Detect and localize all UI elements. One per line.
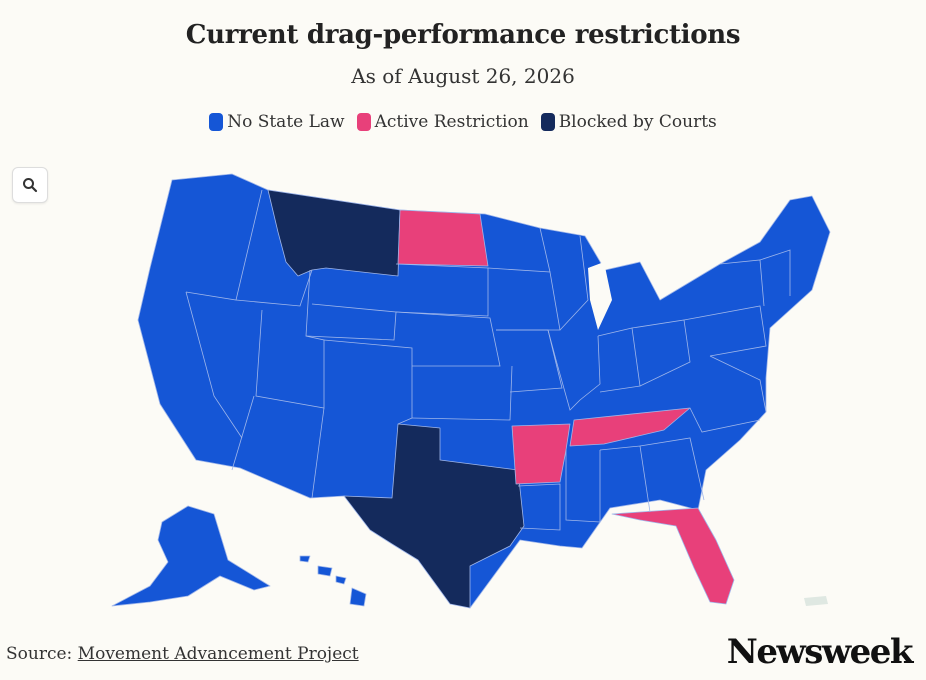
search-icon [23,178,38,193]
map-legend: No State Law Active Restriction Blocked … [0,112,926,132]
state-montana[interactable] [267,189,401,277]
state-alaska[interactable] [111,505,271,607]
territory-puerto-rico [804,596,828,606]
map-title: Current drag-performance restrictions [185,20,741,50]
legend-label: Blocked by Courts [558,112,717,132]
state-texas[interactable] [343,423,525,609]
source-line: Source: Movement Advancement Project [6,644,359,664]
legend-label: No State Law [227,112,345,132]
map-subtitle: As of August 26, 2026 [351,64,575,88]
state-hawaii[interactable] [299,555,367,607]
legend-item-blocked-by-courts[interactable]: Blocked by Courts [540,112,717,132]
state-tennessee[interactable] [569,407,691,447]
state-north-dakota[interactable] [397,209,489,267]
source-prefix: Source: [6,644,78,664]
newsweek-logo: Newsweek [726,632,914,672]
state-arkansas[interactable] [511,423,571,485]
state-florida[interactable] [611,507,735,605]
legend-swatch-blocked-by-courts [540,113,555,131]
legend-item-no-state-law[interactable]: No State Law [209,112,345,132]
legend-swatch-active-restriction [356,113,371,131]
great-lakes [588,262,612,330]
source-link[interactable]: Movement Advancement Project [77,644,359,664]
legend-swatch-no-state-law [209,113,224,131]
legend-item-active-restriction[interactable]: Active Restriction [356,112,529,132]
state-borders [185,189,791,531]
zoom-button[interactable] [12,167,48,203]
legend-label: Active Restriction [374,112,529,132]
